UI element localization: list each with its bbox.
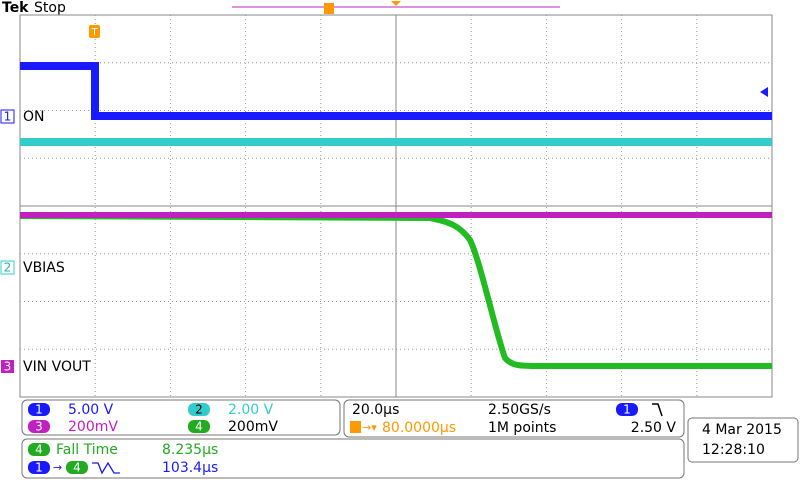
- ch2-badge: [188, 403, 210, 416]
- ch3-badge-number: 3: [35, 420, 43, 434]
- ch3-number: 3: [4, 360, 12, 374]
- ch4-badge-number: 4: [195, 420, 203, 434]
- meas1-value: 8.235µs: [162, 442, 218, 458]
- meas1-badge: [28, 443, 50, 456]
- time: 12:28:10: [702, 442, 765, 458]
- meas2-to: 4: [73, 461, 81, 475]
- vertical-panel: [21, 399, 341, 436]
- ch1-scale: 5.00 V: [68, 402, 114, 418]
- ch1-marker: [0, 109, 15, 124]
- trace-ch4: [19, 213, 772, 369]
- trigger-level: 2.50 V: [631, 420, 677, 436]
- date-panel: [687, 417, 799, 463]
- ch2-number: 2: [4, 261, 12, 275]
- ch1-number: 1: [4, 110, 12, 124]
- graticule: [19, 14, 773, 398]
- ch3-marker: [1, 360, 14, 373]
- trigger-position: 80.0000µs: [382, 420, 456, 436]
- ch2-marker: [0, 260, 15, 275]
- trigger-marker: [89, 25, 100, 38]
- record-length: 1M points: [488, 420, 556, 436]
- ch2-badge-number: 2: [195, 403, 203, 417]
- date: 4 Mar 2015: [702, 422, 782, 438]
- acquisition-status: Stop: [34, 0, 66, 16]
- edge-icon: [92, 461, 120, 475]
- trigger-source: 1: [623, 403, 631, 417]
- trace-ch1: [20, 62, 772, 120]
- trigger-pos-icon: [350, 421, 361, 433]
- sample-rate: 2.50GS/s: [488, 402, 551, 418]
- timebase-panel: [343, 399, 685, 438]
- record-marker: [324, 3, 334, 14]
- ch4-scale: 200mV: [228, 419, 278, 435]
- ch3-label: VIN VOUT: [23, 359, 91, 375]
- falling-edge-icon: [652, 403, 663, 417]
- measurement-panel: [21, 438, 685, 479]
- trigger-pos-arrow: →▾: [362, 421, 377, 434]
- ch2-scale: 2.00 V: [228, 402, 274, 418]
- ch1-badge-number: 1: [35, 403, 43, 417]
- ch1-label: ON: [23, 109, 45, 125]
- brand: Tek: [2, 0, 29, 16]
- center-marker: [391, 1, 401, 6]
- ch3-badge: [28, 420, 50, 433]
- time-scale: 20.0µs: [352, 402, 399, 418]
- ch2-label: VBIAS: [23, 260, 65, 276]
- meas2-to-badge: [66, 461, 88, 474]
- trigger-level-marker: [760, 87, 768, 97]
- ch1-badge: [28, 403, 50, 416]
- meas2-from: 1: [35, 461, 43, 475]
- meas1-name: Fall Time: [56, 442, 118, 458]
- meas1-channel: 4: [35, 443, 43, 457]
- meas2-value: 103.4µs: [162, 460, 218, 476]
- trigger-marker-glyph: T: [90, 27, 98, 38]
- trigger-source-badge: [616, 403, 638, 416]
- ch4-badge: [188, 420, 210, 433]
- meas2-from-badge: [28, 461, 50, 474]
- ch3-scale: 200mV: [68, 419, 118, 435]
- meas2-arrow: →: [53, 461, 62, 474]
